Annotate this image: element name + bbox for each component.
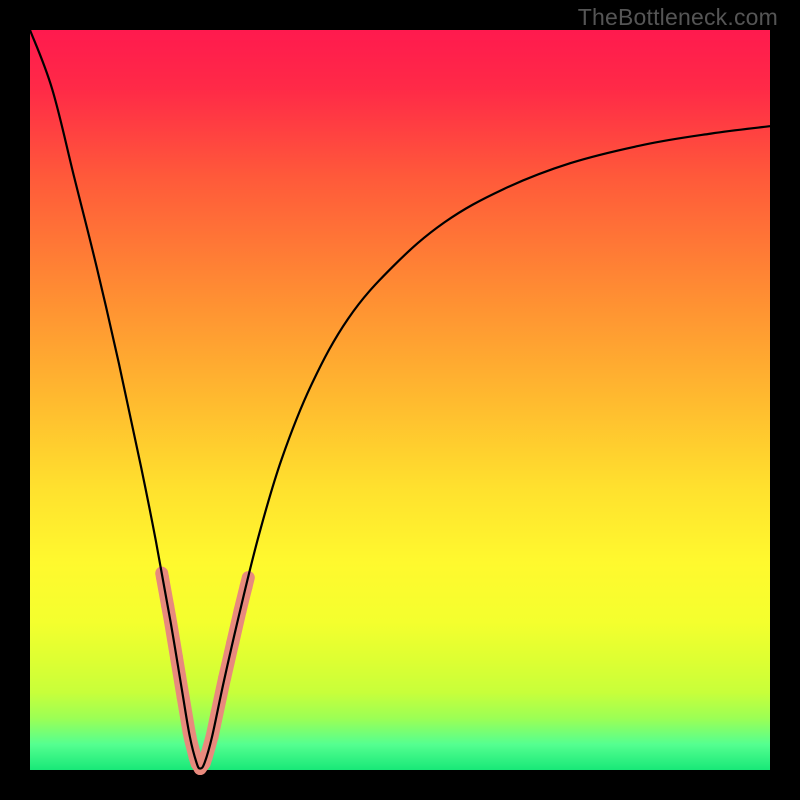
- chart-stage: TheBottleneck.com: [0, 0, 800, 800]
- chart-svg: [0, 0, 800, 800]
- watermark-text: TheBottleneck.com: [578, 4, 778, 31]
